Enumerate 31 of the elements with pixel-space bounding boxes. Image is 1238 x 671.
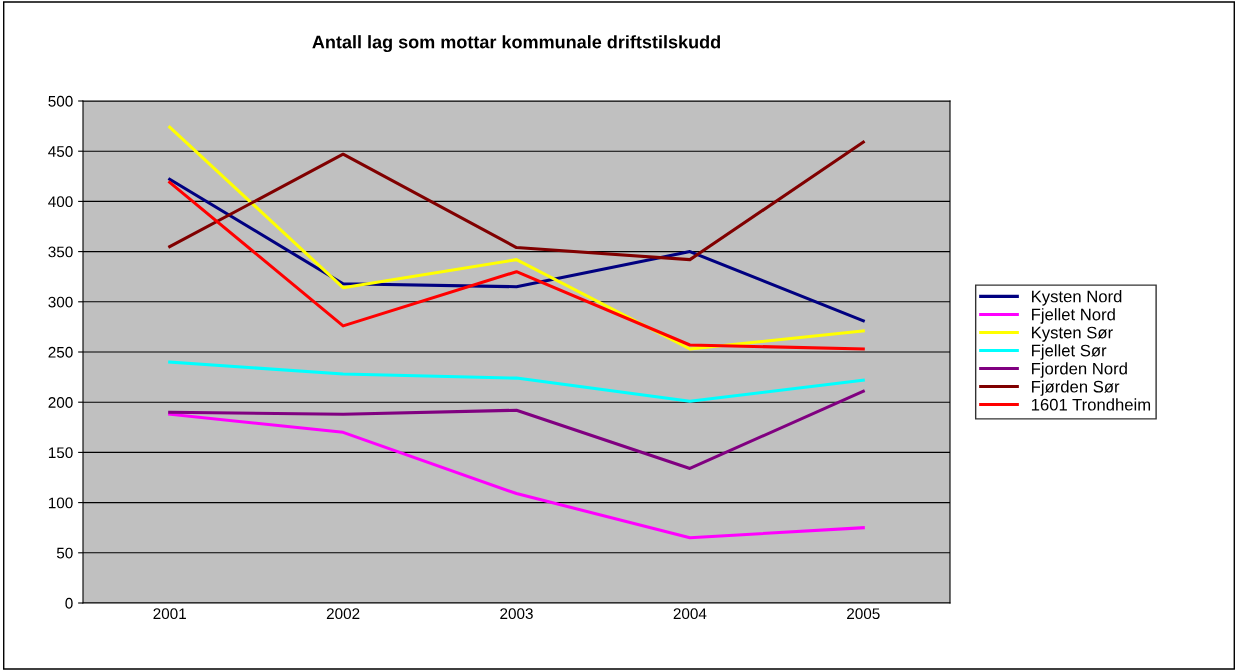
line-series xyxy=(168,412,865,540)
legend-label: Kysten Sør xyxy=(1032,326,1113,342)
x-tick-label: 2003 xyxy=(500,608,533,620)
x-tick-label: 2001 xyxy=(153,608,186,620)
y-tick-label: 0 xyxy=(65,597,73,609)
legend-label: Kysten Nord xyxy=(1032,290,1122,306)
line-series xyxy=(168,389,865,470)
y-tick-label: 50 xyxy=(56,547,73,559)
line-series xyxy=(168,360,865,403)
line-series xyxy=(168,180,865,351)
line-series xyxy=(168,140,865,262)
y-tick-label: 450 xyxy=(48,146,73,157)
line-series xyxy=(168,125,865,351)
legend-label: Fjellet Nord xyxy=(1032,308,1115,324)
y-tick-label: 250 xyxy=(48,346,73,358)
y-tick-label: 150 xyxy=(48,447,73,459)
legend-label: Fjorden Nord xyxy=(1032,362,1127,378)
y-tick-label: 400 xyxy=(48,196,73,208)
x-tick-label: 2004 xyxy=(673,608,707,620)
y-tick-label: 350 xyxy=(48,246,73,258)
legend-label: Fjellet Sør xyxy=(1032,344,1107,360)
x-tick-label: 2005 xyxy=(847,608,880,620)
y-tick-label: 200 xyxy=(48,397,73,408)
legend-label: Fjørden Sør xyxy=(1032,380,1120,396)
chart-title: Antall lag som mottar kommunale driftstilskudd xyxy=(312,35,720,53)
legend-label: 1601 Trondheim xyxy=(1031,398,1151,411)
y-tick-label: 100 xyxy=(48,497,73,509)
y-tick-label: 300 xyxy=(48,296,73,308)
y-tick-label: 500 xyxy=(48,95,73,107)
x-tick-label: 2002 xyxy=(326,608,360,620)
line-series xyxy=(168,177,865,323)
